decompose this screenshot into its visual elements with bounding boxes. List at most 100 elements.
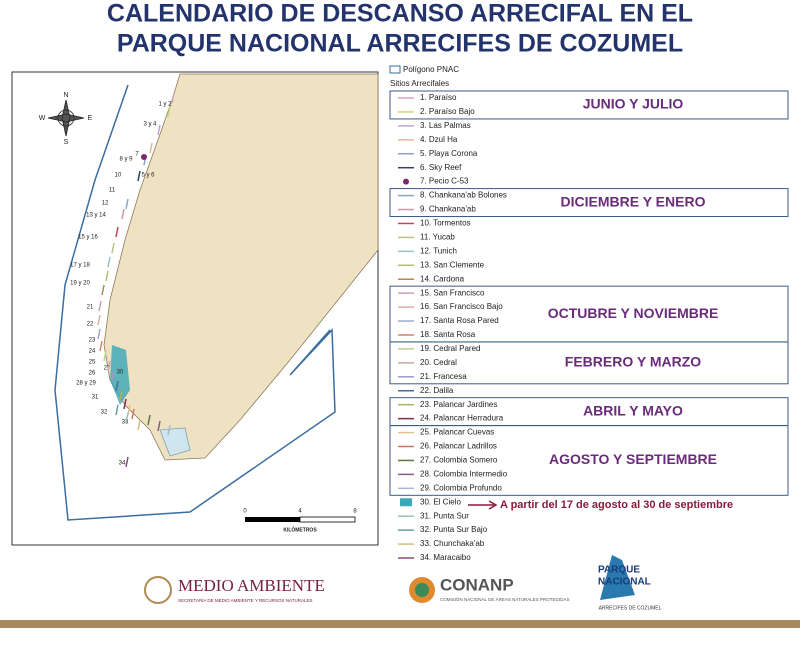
site-label: 34 <box>119 461 126 467</box>
legend-label: 13. San Clemente <box>420 260 485 269</box>
site-label: 15 y 16 <box>78 235 98 241</box>
reef-line <box>115 226 119 238</box>
reef-line <box>115 404 119 416</box>
legend-label: 17. Santa Rosa Pared <box>420 316 499 325</box>
scale-segment <box>299 516 356 523</box>
site-label: 1 y 2 <box>158 102 172 108</box>
legend-label: 20. Cedral <box>420 358 457 367</box>
reef-line <box>103 350 107 362</box>
title: CALENDARIO DE DESCANSO ARRECIFAL EN EL <box>107 0 693 28</box>
site-label: 24 <box>89 349 96 355</box>
reef-line <box>111 242 115 254</box>
legend-label: 23. Palancar Jardines <box>420 400 497 409</box>
logo-text: PARQUE <box>598 565 640 576</box>
footer-bar <box>0 620 800 628</box>
reef-line <box>107 360 111 372</box>
legend-label: 1. Paraíso <box>420 93 457 102</box>
logo-text: CONANP <box>440 575 514 594</box>
compass-letter: S <box>64 139 69 146</box>
reef-line <box>149 142 153 154</box>
logo-subtext: SECRETARÍA DE MEDIO AMBIENTE Y RECURSOS … <box>178 597 312 603</box>
season-label: ABRIL Y MAYO <box>583 402 683 418</box>
scale-label: 0 <box>243 509 247 515</box>
legend-label: 11. Yucab <box>420 233 455 242</box>
legend-swatch <box>403 178 409 185</box>
legend-label: 21. Francesa <box>420 372 467 381</box>
legend-label: 30. El Cielo <box>420 497 461 506</box>
title: PARQUE NACIONAL ARRECIFES DE COZUMEL <box>117 30 683 58</box>
season-box <box>389 425 789 496</box>
scale-unit: KILÓMETROS <box>283 525 317 533</box>
season-label: FEBRERO Y MARZO <box>565 354 701 370</box>
note-arrow <box>468 500 498 510</box>
reef-line <box>167 424 171 436</box>
site-label: 28 y 29 <box>76 381 96 387</box>
season-box <box>389 90 789 120</box>
legend-label: 34. Maracaibo <box>420 553 471 562</box>
scale-segment <box>245 517 300 522</box>
season-label: AGOSTO Y SEPTIEMBRE <box>549 451 717 467</box>
compass-letter: W <box>39 115 46 122</box>
park-logo <box>600 555 635 600</box>
site-label: 11 <box>109 188 116 194</box>
legend-label: 4. Dzul Ha <box>420 135 458 144</box>
legend-swatch <box>400 498 412 507</box>
site-label: 17 y 18 <box>70 263 90 269</box>
legend-polygon-swatch <box>389 65 401 74</box>
reef-line <box>137 419 141 431</box>
compass-rose <box>47 99 85 137</box>
legend-label: 19. Cedral Pared <box>420 344 480 353</box>
site-label: 22 <box>87 322 94 328</box>
compass <box>47 99 85 137</box>
legend-label: 25. Palancar Cuevas <box>420 428 494 437</box>
reef-line <box>119 390 123 402</box>
legend-label: 6. Sky Reef <box>420 163 462 172</box>
scale-label: 4 <box>298 509 302 515</box>
reef-line <box>101 284 105 296</box>
legend-label: 22. Dalila <box>420 386 454 395</box>
compass-letter: E <box>88 115 93 122</box>
reef-line <box>99 340 103 352</box>
legend-label: 26. Palancar Ladrillos <box>420 442 497 451</box>
legend-polygon: Polígono PNAC <box>403 65 459 74</box>
island <box>103 73 379 461</box>
site-label: 31 <box>92 395 99 401</box>
site-label: 8 y 9 <box>119 157 133 163</box>
legend-label: 14. Cardona <box>420 274 465 283</box>
reef-line <box>125 198 129 210</box>
site-label: 32 <box>101 410 108 416</box>
site-label: 12 <box>102 201 109 207</box>
reef-line <box>107 256 111 268</box>
legend-label: 16. San Francisco Bajo <box>420 302 503 311</box>
legend-label: 9. Chankana'ab <box>420 205 476 214</box>
legend-label: 33. Chunchaka'ab <box>420 539 485 548</box>
season-box <box>389 341 789 385</box>
reef-line <box>121 208 125 220</box>
season-box <box>389 188 789 218</box>
site-label: 25 <box>89 360 96 366</box>
note: A partir del 17 de agosto al 30 de septi… <box>500 499 733 511</box>
logo-text: MEDIO AMBIENTE <box>178 576 325 595</box>
logo-subtext: COMISIÓN NACIONAL DE ÁREAS NATURALES PRO… <box>440 596 570 602</box>
logo-subtext: ARRECIFES DE COZUMEL <box>599 605 662 611</box>
legend-label: 31. Punta Sur <box>420 511 469 520</box>
reef-line <box>137 170 141 182</box>
lagoon <box>159 427 191 457</box>
season-label: JUNIO Y JULIO <box>583 96 684 112</box>
reef-line <box>157 420 161 432</box>
reef-line <box>125 412 129 424</box>
reef-line <box>98 300 102 312</box>
legend-subtitle: Sitios Arrecifales <box>390 79 449 88</box>
reef-line <box>111 370 115 382</box>
legend-label: 2. Paraíso Bajo <box>420 107 475 116</box>
legend-label: 27. Colombia Somero <box>420 456 498 465</box>
reef-line <box>97 328 101 340</box>
pnac-polygon <box>54 84 336 521</box>
reef-line <box>105 270 109 282</box>
site-label: 30 <box>117 370 124 376</box>
conanp-logo-inner <box>415 583 429 597</box>
reef-line <box>157 124 161 136</box>
